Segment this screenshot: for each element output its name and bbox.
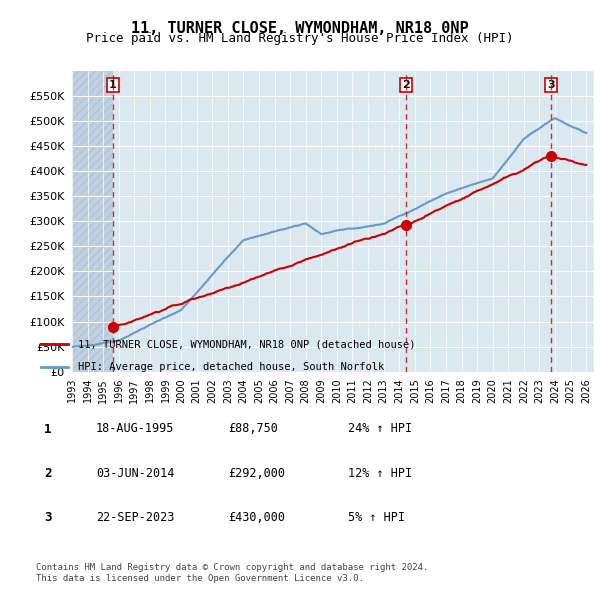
- Text: 24% ↑ HPI: 24% ↑ HPI: [348, 422, 412, 435]
- Text: 11, TURNER CLOSE, WYMONDHAM, NR18 0NP (detached house): 11, TURNER CLOSE, WYMONDHAM, NR18 0NP (d…: [78, 339, 416, 349]
- Text: 22-SEP-2023: 22-SEP-2023: [96, 511, 175, 524]
- Text: 03-JUN-2014: 03-JUN-2014: [96, 467, 175, 480]
- Text: 3: 3: [547, 80, 554, 90]
- Text: Contains HM Land Registry data © Crown copyright and database right 2024.
This d: Contains HM Land Registry data © Crown c…: [36, 563, 428, 583]
- Text: 3: 3: [44, 511, 52, 525]
- Text: 2: 2: [44, 467, 52, 480]
- Text: £88,750: £88,750: [228, 422, 278, 435]
- Text: 1: 1: [44, 422, 52, 436]
- Text: £292,000: £292,000: [228, 467, 285, 480]
- Text: 1: 1: [109, 80, 117, 90]
- Text: HPI: Average price, detached house, South Norfolk: HPI: Average price, detached house, Sout…: [78, 362, 385, 372]
- Text: £430,000: £430,000: [228, 511, 285, 524]
- Text: 18-AUG-1995: 18-AUG-1995: [96, 422, 175, 435]
- Text: 2: 2: [402, 80, 410, 90]
- Text: 5% ↑ HPI: 5% ↑ HPI: [348, 511, 405, 524]
- Bar: [72, 71, 113, 372]
- Text: 12% ↑ HPI: 12% ↑ HPI: [348, 467, 412, 480]
- Text: Price paid vs. HM Land Registry's House Price Index (HPI): Price paid vs. HM Land Registry's House …: [86, 32, 514, 45]
- Text: 11, TURNER CLOSE, WYMONDHAM, NR18 0NP: 11, TURNER CLOSE, WYMONDHAM, NR18 0NP: [131, 21, 469, 35]
